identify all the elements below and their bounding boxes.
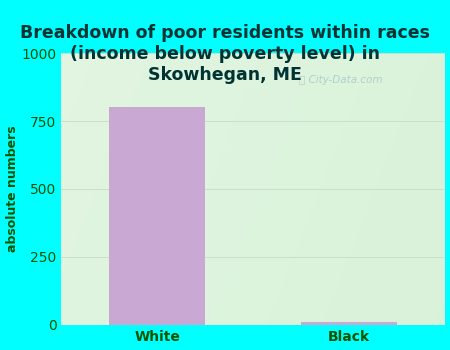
Text: Breakdown of poor residents within races
(income below poverty level) in
Skowheg: Breakdown of poor residents within races…	[20, 25, 430, 84]
Bar	[109, 107, 205, 325]
Text: ⓘ City-Data.com: ⓘ City-Data.com	[299, 75, 382, 85]
Y-axis label: absolute numbers: absolute numbers	[5, 126, 18, 252]
Bar	[301, 322, 396, 325]
